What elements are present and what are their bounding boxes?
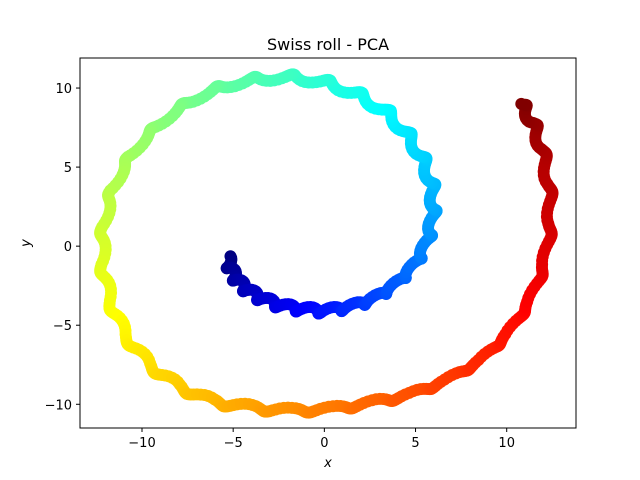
- plot-frame: [79, 57, 577, 429]
- x-tick-label: 5: [411, 436, 419, 451]
- x-tick-label: 0: [320, 436, 328, 451]
- x-tick-label: −10: [128, 436, 155, 451]
- scatter-point: [515, 97, 528, 110]
- y-tick-label: 10: [55, 82, 72, 97]
- y-tick-label: 0: [64, 240, 72, 255]
- y-axis-label: y: [19, 239, 34, 248]
- y-tick-label: −10: [45, 398, 72, 413]
- x-axis-label: x: [323, 456, 332, 471]
- plot-area: [79, 57, 577, 429]
- y-tick-label: 5: [64, 161, 72, 176]
- y-tick-label: −5: [53, 319, 72, 334]
- scatter-points: [94, 68, 559, 419]
- x-tick-label: −5: [224, 436, 243, 451]
- y-axis-ticks: −10 −5 0 5 10: [45, 82, 80, 413]
- x-axis-ticks: −10 −5 0 5 10: [128, 428, 515, 451]
- chart-title: Swiss roll - PCA: [267, 35, 389, 54]
- x-tick-label: 10: [498, 436, 515, 451]
